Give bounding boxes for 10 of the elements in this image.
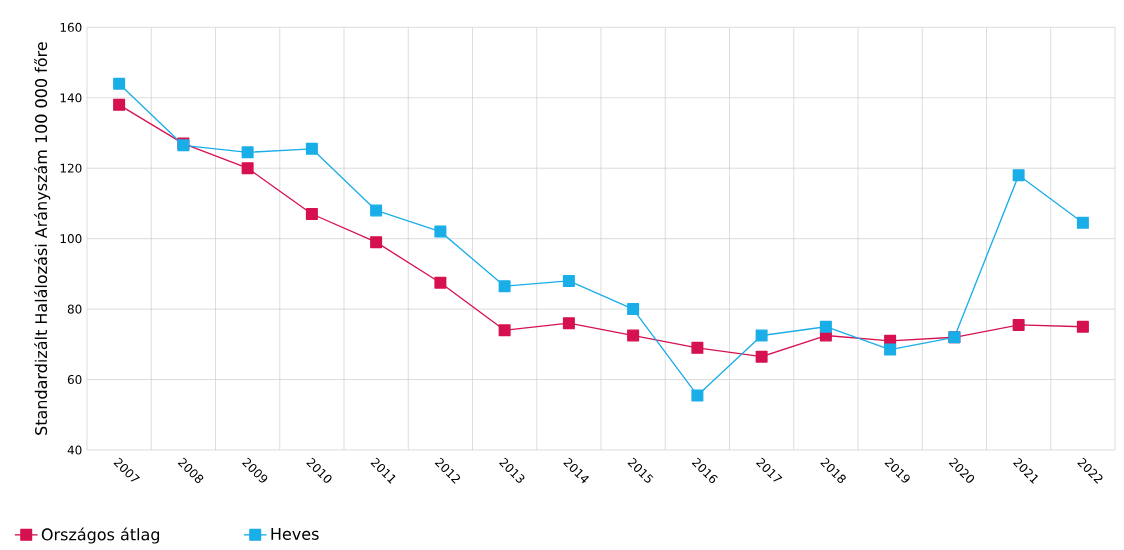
legend-label: Heves: [271, 528, 319, 540]
y-tick-label: 40: [67, 445, 82, 455]
y-tick-label: 160: [60, 22, 82, 32]
y-tick-label: 100: [60, 234, 82, 244]
legend-label: Országos átlag: [41, 527, 160, 544]
y-tick-label: 120: [60, 163, 82, 173]
y-tick-label: 140: [60, 93, 82, 103]
y-tick-label: 60: [67, 375, 82, 385]
y-tick-label: 80: [67, 304, 82, 314]
y-axis-title: Standardizált Halálozási Arányszám 100 000 főre: [34, 42, 51, 435]
